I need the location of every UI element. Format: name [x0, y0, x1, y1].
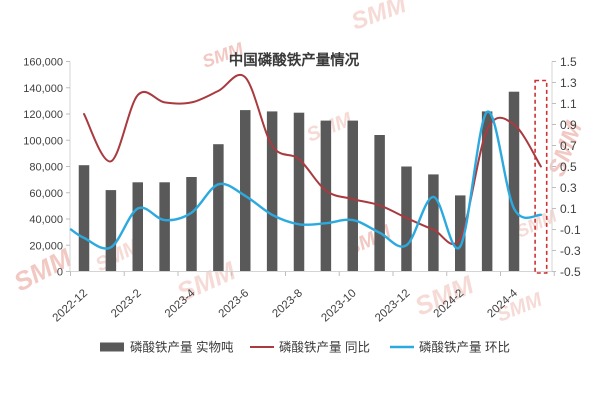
bar-2024-4	[508, 91, 520, 272]
bar-2024-2	[455, 195, 466, 272]
bar-2023-4	[186, 177, 197, 272]
bar-2022-12	[78, 165, 90, 272]
legend: 磷酸铁产量 实物吨 磷酸铁产量 同比 磷酸铁产量 环比	[100, 340, 510, 355]
right-axis-tick-label: 1.3	[560, 76, 577, 90]
bar-2024-1	[428, 174, 439, 272]
mom-line	[69, 110, 543, 250]
left-axis-tick-label: 160,000	[23, 57, 63, 69]
latest-month-dashed-box	[534, 79, 548, 274]
legend-swatch-production	[100, 342, 124, 352]
right-axis-tick-label: -0.3	[560, 244, 581, 258]
left-axis-tick-label: 80,000	[29, 162, 63, 174]
bar-2023-1	[105, 190, 117, 272]
right-axis-tick-label: 0.1	[560, 202, 577, 216]
x-axis-tick-label: 2022-12	[51, 287, 90, 324]
x-axis-tick-label: 2023-10	[319, 287, 358, 324]
right-axis-tick-label: -0.1	[560, 223, 581, 237]
right-axis-tick-label: -0.5	[560, 265, 581, 279]
x-axis-tick-label: 2023-2	[109, 287, 144, 320]
legend-label-yoy: 磷酸铁产量 同比	[279, 340, 370, 355]
right-axis-tick-label: 0.9	[560, 118, 577, 132]
bars-group	[78, 91, 520, 272]
x-axis-tick-label: 2023-6	[217, 287, 252, 320]
chart-title: 中国磷酸铁产量情况	[229, 51, 360, 69]
left-axis-tick-label: 60,000	[29, 188, 63, 200]
smm-watermark: SMM	[348, 0, 411, 36]
bar-2023-9	[320, 120, 332, 272]
right-axis-tick-label: 1.1	[560, 97, 577, 111]
left-axis-tick-label: 120,000	[23, 109, 63, 121]
bar-2023-7	[266, 111, 278, 272]
left-axis-tick-label: 100,000	[23, 135, 63, 147]
left-axis-tick-label: 140,000	[23, 83, 63, 95]
bar-2023-5	[213, 144, 224, 272]
bar-2023-3	[159, 182, 170, 272]
smm-watermark: SMM	[513, 205, 560, 241]
right-axis-tick-label: 0.3	[560, 181, 577, 195]
yoy-line	[83, 73, 542, 246]
x-axis-tick-label: 2023-8	[270, 287, 305, 320]
bar-2023-10	[347, 120, 358, 272]
x-axis-tick-label: 2023-12	[373, 287, 412, 324]
right-axis-tick-label: 1.5	[560, 55, 577, 69]
bar-2023-8	[293, 112, 305, 272]
right-axis-tick-label: 0.5	[560, 160, 577, 174]
bar-2023-2	[132, 182, 143, 272]
dashed-highlight-box	[534, 79, 548, 274]
bar-2023-11	[374, 135, 385, 272]
bar-2024-3	[481, 111, 493, 272]
left-axis-tick-label: 40,000	[29, 214, 63, 226]
right-axis-tick-label: 0.7	[560, 139, 577, 153]
legend-label-mom: 磷酸铁产量 环比	[419, 340, 510, 355]
lines-group	[69, 73, 543, 250]
bar-2023-6	[240, 110, 251, 272]
bar-2023-12	[401, 166, 412, 272]
left-axis-tick-label: 20,000	[29, 240, 63, 252]
left-axis-tick-label: 0	[57, 267, 63, 279]
legend-label-production: 磷酸铁产量 实物吨	[130, 340, 234, 355]
